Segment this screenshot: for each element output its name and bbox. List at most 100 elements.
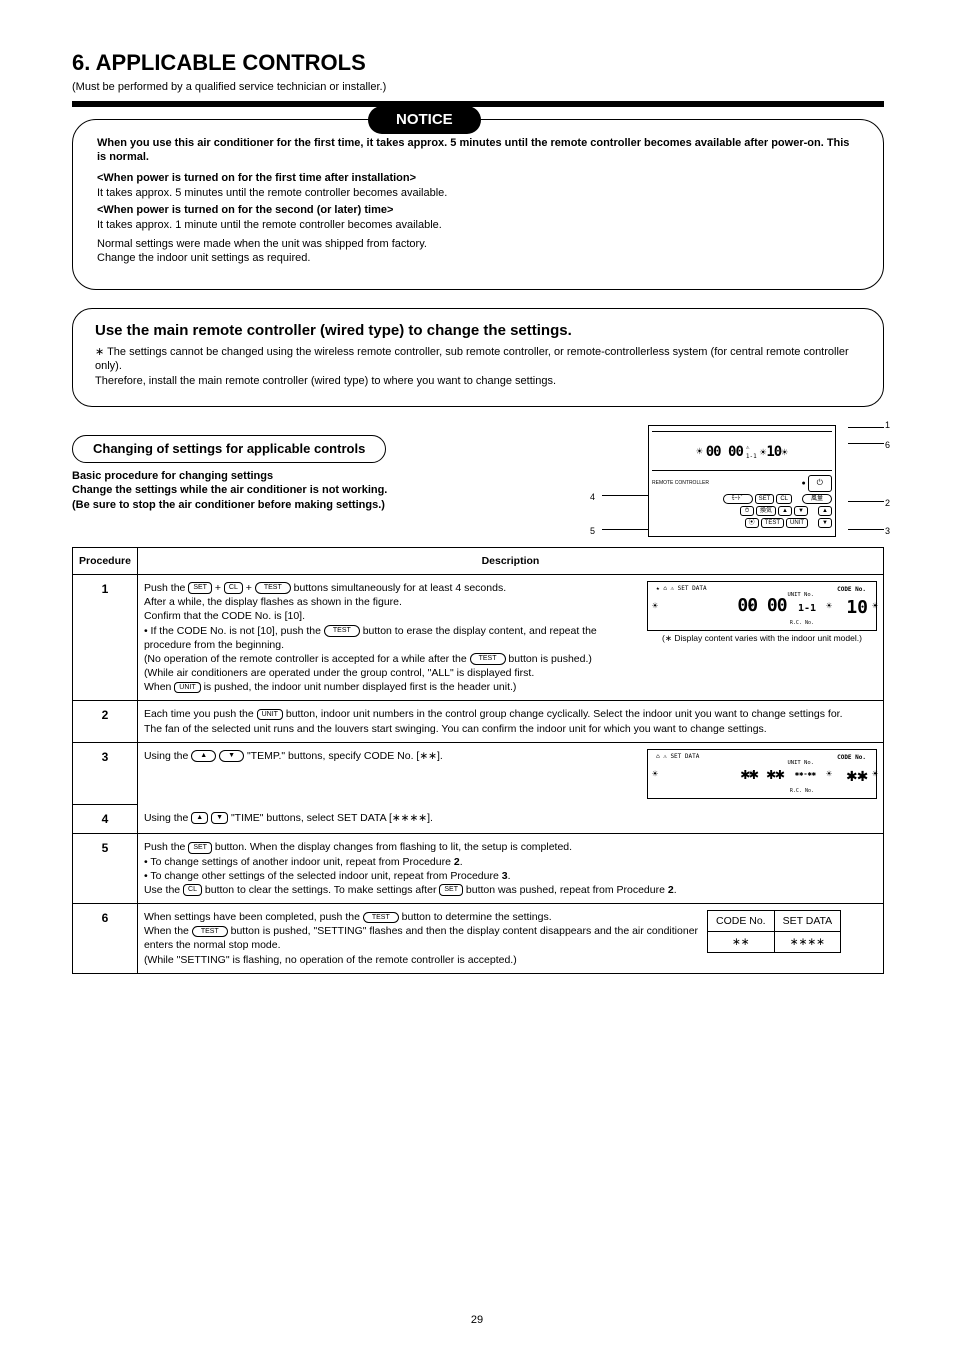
sunburst-icon: ☀: [652, 768, 658, 782]
procedure-table: Procedure Description 1 Push the SET + C…: [72, 547, 884, 974]
set-button-icon: SET: [439, 884, 463, 896]
notice-pill: NOTICE: [368, 106, 481, 134]
heavy-rule: [72, 101, 884, 107]
callout-line: [848, 529, 884, 530]
t: button to clear the settings. To make se…: [205, 884, 439, 896]
cl-button-icon: CL: [183, 884, 202, 896]
time-up-button: ▲: [778, 506, 792, 516]
step-description: Push the SET + CL + TEST buttons simulta…: [137, 575, 883, 701]
mini-code-label: CODE No.: [708, 911, 775, 932]
step-description: Using the "TEMP." buttons, specify CODE …: [137, 742, 883, 805]
remote-top-row: REMOTE CONTROLLER ● ⏻: [652, 475, 832, 492]
sunburst-icon: ☀: [872, 600, 878, 614]
cl-button-icon: CL: [224, 582, 243, 594]
lcd-small-icons: ★ ⌂ ⚠ SET DATA: [656, 585, 707, 593]
notice-case2-label: <When power is turned on for the second …: [97, 204, 393, 216]
t: Using the: [144, 812, 191, 824]
section-pill: Changing of settings for applicable cont…: [72, 435, 386, 463]
step-description: Push the SET button. When the display ch…: [137, 834, 883, 904]
table-row: 5 Push the SET button. When the display …: [73, 834, 884, 904]
table-row: 4 Using the "TIME" buttons, select SET D…: [73, 805, 884, 834]
procedure-header-row: Procedure Description: [73, 547, 884, 574]
instructions-box: Use the main remote controller (wired ty…: [72, 308, 884, 407]
unit-button: UNIT: [786, 518, 808, 528]
lcd-unitno: 1-1: [798, 602, 816, 616]
callout-line: [848, 427, 884, 428]
step34-fig: ⌂ ⚠ SET DATA ☀ ✱✱ ✱✱ ☀ CODE No. ☀ ✱✱ ☀ U…: [647, 749, 877, 799]
col-description: Description: [137, 547, 883, 574]
mini-data-label: SET DATA: [774, 911, 841, 932]
callout-line: [848, 501, 884, 502]
step1-text: Push the SET + CL + TEST buttons simulta…: [144, 581, 639, 694]
step-description: Using the "TIME" buttons, select SET DAT…: [137, 805, 883, 834]
set-button-icon: SET: [188, 582, 212, 594]
section-left: Changing of settings for applicable cont…: [72, 425, 590, 513]
test-button-icon: TEST: [255, 582, 291, 594]
mini-data-stars: ∗∗∗∗: [774, 932, 841, 953]
time-up-icon: [191, 812, 208, 824]
sunburst-icon: ☀10☀: [760, 443, 788, 462]
step-number: 5: [73, 834, 138, 904]
sunburst-icon: ☀: [826, 600, 832, 614]
t: .: [460, 856, 463, 868]
timer-button: ⏱: [740, 506, 754, 516]
t: is pushed, the indoor unit number displa…: [204, 681, 517, 693]
cl-button: CL: [776, 494, 792, 504]
t: Each time you push the: [144, 708, 257, 720]
table-row: 6 When settings have been completed, pus…: [73, 904, 884, 974]
page-root: 6. APPLICABLE CONTROLS (Must be performe…: [72, 48, 884, 974]
notice-list: <When power is turned on for the first t…: [97, 171, 859, 232]
mini-code-stars: ∗∗: [708, 932, 775, 953]
test-button-icon: TEST: [192, 926, 228, 938]
unit-button-icon: UNIT: [174, 682, 200, 694]
lcd-main: 00 00: [737, 594, 786, 618]
remote-figure-wrap: 4 5 1 6 2 3 ☀ 00 00 ⚠1-1 ☀10☀: [602, 425, 884, 537]
unit-button-icon: UNIT: [257, 709, 283, 721]
step-description: Each time you push the UNIT button, indo…: [137, 701, 883, 742]
notice-case2-text: It takes approx. 1 minute until the remo…: [97, 219, 442, 231]
temp-down-icon: [219, 750, 244, 762]
vent-button: 換気: [756, 506, 776, 516]
callout-3: 3: [885, 525, 890, 537]
t: ∗∗: [419, 750, 437, 762]
lcd-code-label: CODE No.: [837, 586, 866, 594]
notice-case1-text: It takes approx. 5 minutes until the rem…: [97, 187, 447, 199]
t: Push the: [144, 582, 188, 594]
t: ].: [437, 750, 443, 762]
page-title-block: 6. APPLICABLE CONTROLS (Must be performe…: [72, 48, 884, 95]
callout-4: 4: [590, 491, 595, 503]
page-title: 6. APPLICABLE CONTROLS: [72, 48, 884, 78]
t: +: [246, 582, 255, 594]
t: Using the: [144, 750, 191, 762]
lcd-codeno: 10: [766, 444, 781, 460]
remote-lcd: ☀ 00 00 ⚠1-1 ☀10☀: [652, 435, 832, 471]
test-button: TEST: [761, 518, 784, 528]
t: button is pushed, "SETTING" flashes and …: [144, 925, 698, 965]
t: "TIME" buttons, select SET DATA [: [231, 812, 392, 824]
notice-footer: Normal settings were made when the unit …: [97, 237, 859, 267]
indicator-dot-icon: ●: [801, 479, 805, 488]
remote-top-strip: [652, 426, 832, 432]
lcd-setdata: 00 00: [706, 443, 743, 462]
sunburst-icon: ☀: [748, 768, 754, 782]
page-subtitle: (Must be performed by a qualified servic…: [72, 80, 884, 95]
basic-procedure-text: Basic procedure for changing settings Ch…: [72, 469, 590, 514]
test-button-icon: TEST: [470, 653, 506, 665]
notice-case1-label: <When power is turned on for the first t…: [97, 172, 416, 184]
step-number: 4: [73, 805, 138, 834]
set-button: SET: [755, 494, 775, 504]
lcd-rcno: R.C. No.: [790, 788, 814, 795]
remote-controller-fig: ☀ 00 00 ⚠1-1 ☀10☀ REMOTE CONTROLLER ● ⏻ …: [648, 425, 836, 537]
louver-button: ⦿: [745, 518, 759, 528]
time-down-icon: [211, 812, 228, 824]
step-number: 6: [73, 904, 138, 974]
remote-brand-label: REMOTE CONTROLLER: [652, 480, 799, 487]
lcd-unitno: ✱✱-✱✱: [795, 770, 816, 779]
notice-heading: When you use this air conditioner for th…: [97, 136, 859, 166]
step-number: 1: [73, 575, 138, 701]
lcd-mid-icons: ⚠1-1: [746, 444, 757, 460]
lcd-code-label: CODE No.: [837, 754, 866, 762]
lcd-main: ✱✱ ✱✱: [740, 763, 783, 785]
t: .: [508, 870, 511, 882]
t: • If the CODE No. is not [10], push the: [144, 625, 324, 637]
